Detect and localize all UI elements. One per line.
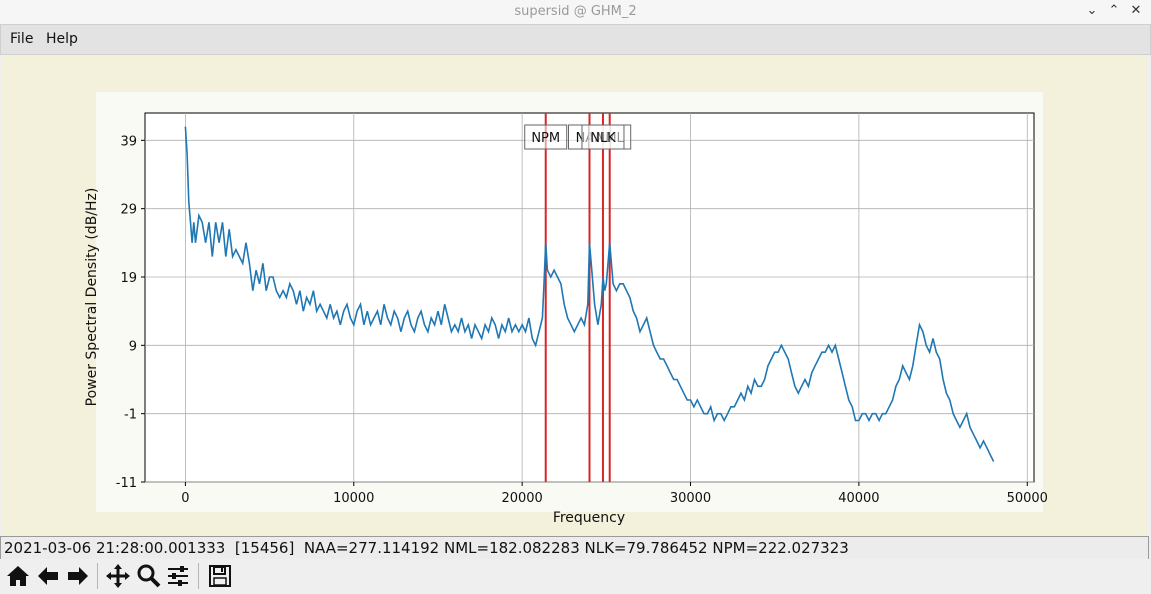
y-tick-label: -11 (116, 476, 137, 491)
x-tick-label: 40000 (838, 491, 879, 506)
close-button[interactable]: ✕ (1127, 2, 1145, 20)
pan-icon (106, 564, 130, 588)
chevron-down-icon: ⌄ (1086, 3, 1098, 18)
menu-file[interactable]: File (10, 31, 34, 47)
window-title: supersid @ GHM_2 (514, 4, 637, 19)
toolbar-separator (97, 563, 98, 589)
back-button[interactable] (34, 562, 62, 590)
status-bar: 2021-03-06 21:28:00.001333 [15456] NAA=2… (0, 536, 1149, 560)
status-text: 2021-03-06 21:28:00.001333 [15456] NAA=2… (4, 539, 849, 557)
toolbar-separator (198, 563, 199, 589)
y-tick-label: -1 (124, 408, 137, 423)
menu-bar: File Help (0, 24, 1151, 55)
y-tick-label: 9 (129, 339, 137, 354)
x-tick-label: 10000 (333, 491, 374, 506)
plot-area: 0 10000 20000 30000 40000 50000 -11 -1 9 19 29 39 … (2, 55, 1148, 535)
configure-icon (168, 566, 188, 586)
configure-button[interactable] (164, 562, 192, 590)
y-tick-label: 19 (120, 271, 137, 286)
zoom-button[interactable] (134, 562, 162, 590)
marker-label-npm: NPM (531, 131, 560, 146)
home-icon (7, 566, 29, 586)
forward-button[interactable] (64, 562, 92, 590)
back-icon (38, 567, 58, 585)
marker-label-box-nlk (581, 124, 625, 150)
psd-chart: 0 10000 20000 30000 40000 50000 -11-19192939 … (84, 92, 1048, 526)
x-tick-label: 20000 (501, 491, 542, 506)
x-tick-label: 0 (181, 491, 189, 506)
station-markers (544, 113, 611, 482)
navigation-toolbar (0, 559, 1151, 593)
pan-button[interactable] (104, 562, 132, 590)
station-marker-labels: NPMNAANMLNLK (524, 124, 632, 150)
zoom-icon (137, 564, 161, 588)
close-icon: ✕ (1130, 3, 1142, 18)
maximize-button[interactable]: ⌃ (1105, 2, 1123, 20)
chevron-up-icon: ⌃ (1108, 3, 1120, 18)
save-icon (209, 565, 231, 587)
home-button[interactable] (4, 562, 32, 590)
x-tick-label: 30000 (670, 491, 711, 506)
y-axis-label: Power Spectral Density (dB/Hz) (84, 188, 100, 407)
x-ticks: 0 10000 20000 30000 40000 50000 (181, 482, 1048, 506)
title-bar: supersid @ GHM_2 ⌄ ⌃ ✕ (0, 0, 1151, 25)
y-tick-label: 39 (120, 134, 137, 149)
y-ticks: -11 -1 9 19 29 39 (116, 134, 145, 491)
x-axis-label: Frequency (553, 510, 625, 526)
marker-label-box-npm (524, 124, 568, 150)
forward-icon (68, 567, 88, 585)
minimize-button[interactable]: ⌄ (1083, 2, 1101, 20)
menu-help[interactable]: Help (46, 31, 78, 47)
y-tick-label: 29 (120, 203, 137, 218)
marker-label-nlk: NLK (590, 131, 616, 146)
psd-series-line (184, 126, 995, 462)
save-button[interactable] (206, 562, 234, 590)
x-tick-label: 50000 (1007, 491, 1048, 506)
